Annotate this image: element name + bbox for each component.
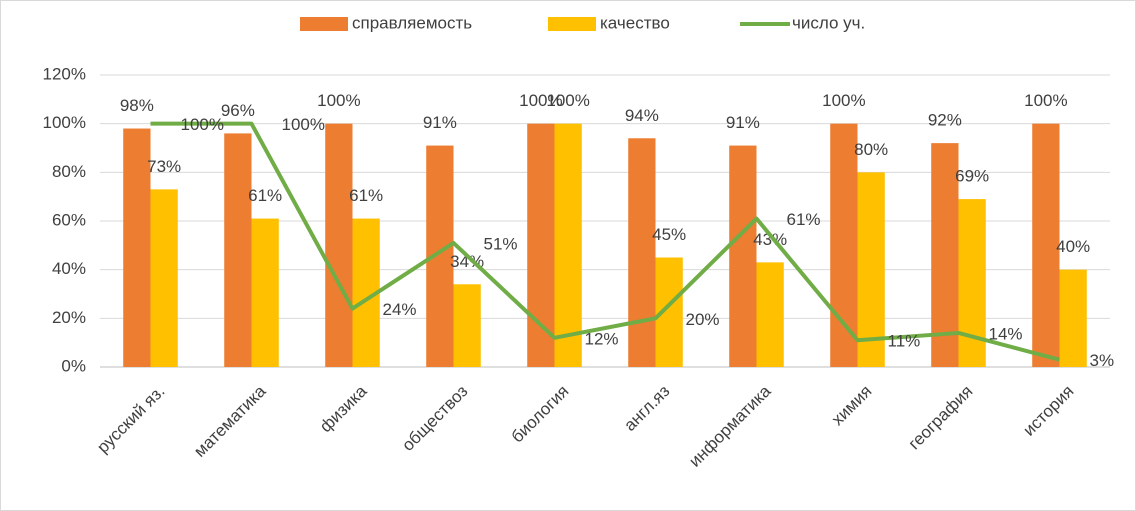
value-label: 12% bbox=[585, 329, 619, 348]
bar bbox=[931, 143, 959, 367]
value-label: 73% bbox=[147, 157, 181, 176]
value-label: 100% bbox=[181, 115, 224, 134]
value-label: 61% bbox=[248, 186, 282, 205]
y-tick-label: 60% bbox=[52, 210, 86, 229]
value-label: 91% bbox=[423, 113, 457, 132]
bar bbox=[453, 284, 481, 367]
bar bbox=[527, 123, 555, 368]
value-label: 100% bbox=[546, 91, 589, 110]
value-label: 61% bbox=[787, 210, 821, 229]
bar bbox=[756, 262, 784, 367]
value-label: 96% bbox=[221, 101, 255, 120]
value-label: 92% bbox=[928, 111, 962, 130]
legend-label: число уч. bbox=[792, 13, 865, 32]
legend-swatch bbox=[548, 17, 596, 31]
value-label: 94% bbox=[625, 106, 659, 125]
value-label: 24% bbox=[383, 300, 417, 319]
value-label: 45% bbox=[652, 225, 686, 244]
value-label: 91% bbox=[726, 113, 760, 132]
value-label: 11% bbox=[888, 332, 921, 351]
bar bbox=[1059, 269, 1087, 367]
bar bbox=[830, 123, 858, 368]
legend-label: справляемость bbox=[352, 13, 472, 32]
bar bbox=[1032, 123, 1060, 368]
bar bbox=[628, 138, 656, 367]
y-tick-label: 20% bbox=[52, 308, 86, 327]
value-label: 14% bbox=[989, 324, 1023, 343]
value-label: 98% bbox=[120, 96, 154, 115]
bar bbox=[123, 128, 151, 367]
value-label: 100% bbox=[317, 91, 360, 110]
bar bbox=[729, 145, 757, 367]
value-label: 69% bbox=[955, 167, 989, 186]
bar bbox=[150, 189, 178, 367]
bar bbox=[224, 133, 252, 367]
y-tick-label: 0% bbox=[61, 356, 86, 375]
y-tick-label: 120% bbox=[43, 64, 86, 83]
y-tick-label: 100% bbox=[43, 113, 86, 132]
bar bbox=[958, 199, 986, 367]
value-label: 100% bbox=[282, 115, 325, 134]
bar bbox=[554, 123, 582, 368]
legend-label: качество bbox=[600, 13, 670, 32]
legend-swatch bbox=[300, 17, 348, 31]
line bbox=[150, 121, 1061, 362]
value-label: 51% bbox=[484, 234, 518, 253]
bar bbox=[325, 123, 353, 368]
bar bbox=[857, 172, 885, 367]
value-label: 100% bbox=[519, 91, 562, 110]
value-label: 80% bbox=[854, 140, 888, 159]
value-label: 20% bbox=[686, 310, 720, 329]
y-tick-label: 40% bbox=[52, 259, 86, 278]
bar bbox=[251, 218, 279, 367]
value-label: 61% bbox=[349, 186, 383, 205]
y-tick-label: 80% bbox=[52, 162, 86, 181]
value-label: 40% bbox=[1056, 237, 1090, 256]
value-label: 3% bbox=[1090, 351, 1115, 370]
value-label: 100% bbox=[822, 91, 865, 110]
value-label: 100% bbox=[1024, 91, 1067, 110]
